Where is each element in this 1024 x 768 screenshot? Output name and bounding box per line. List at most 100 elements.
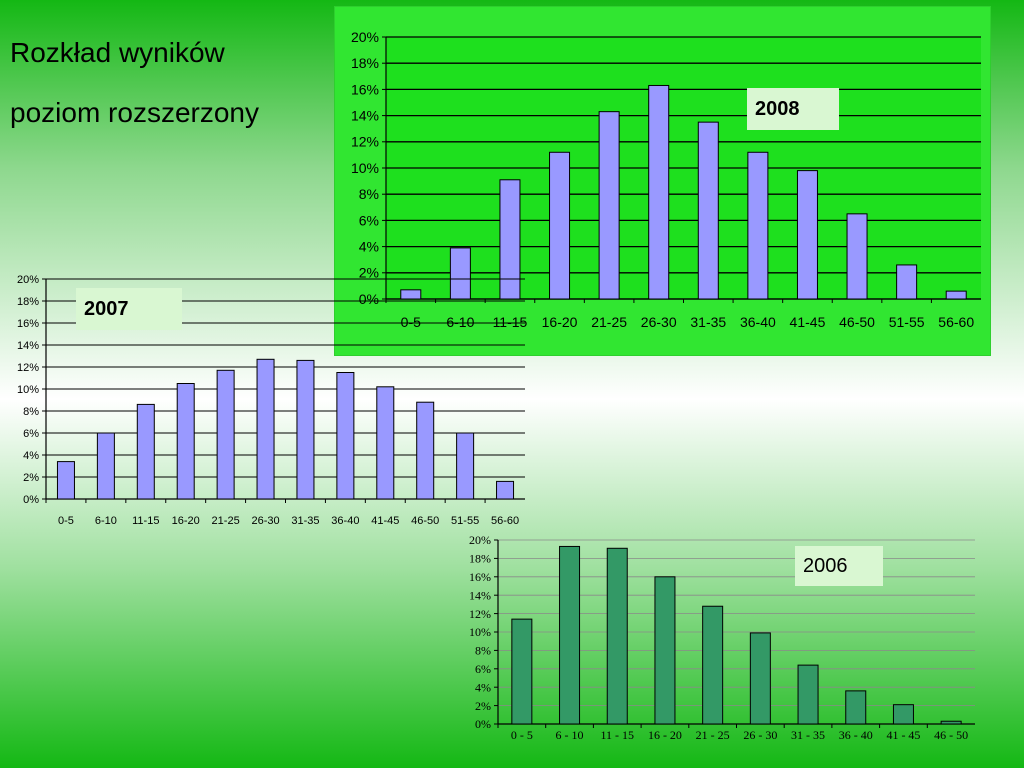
bar — [845, 690, 867, 725]
bar — [256, 358, 275, 500]
y-tick-label: 14% — [351, 108, 379, 124]
x-tick-label: 36-40 — [331, 515, 359, 527]
bar — [559, 545, 581, 725]
x-tick-label: 11 - 15 — [600, 728, 634, 742]
x-tick-label: 41 - 45 — [886, 728, 920, 742]
x-tick-label: 31 - 35 — [791, 728, 825, 742]
y-tick-label: 0% — [23, 494, 39, 506]
y-tick-label: 18% — [469, 552, 491, 566]
bar — [892, 704, 914, 725]
x-tick-label: 51-55 — [889, 314, 925, 330]
x-tick-label: 0-5 — [58, 515, 74, 527]
y-tick-label: 14% — [469, 588, 491, 602]
y-tick-label: 6% — [23, 428, 39, 440]
bar — [598, 111, 620, 300]
x-tick-label: 31-35 — [690, 314, 726, 330]
bar — [896, 264, 918, 300]
x-tick-label: 21 - 25 — [696, 728, 730, 742]
bar — [702, 605, 724, 725]
x-tick-label: 0 - 5 — [511, 728, 533, 742]
bar — [56, 461, 75, 500]
year-label-2006: 2006 — [795, 546, 883, 586]
y-tick-label: 10% — [351, 160, 379, 176]
y-tick-label: 16% — [469, 570, 491, 584]
x-tick-label: 46-50 — [839, 314, 875, 330]
y-tick-label: 20% — [351, 29, 379, 45]
y-tick-label: 6% — [475, 662, 491, 676]
x-tick-label: 6 - 10 — [556, 728, 584, 742]
y-tick-label: 6% — [359, 212, 379, 228]
x-tick-label: 46 - 50 — [934, 728, 968, 742]
y-tick-label: 2% — [475, 699, 491, 713]
bar — [216, 369, 235, 500]
x-tick-label: 56-60 — [491, 515, 519, 527]
x-tick-label: 16-20 — [542, 314, 578, 330]
chart-2006-svg: 0% 2% 4% 6% 8% 10% 12% 14% 16% 18% 20% 0 - 5 6 - 10 1… — [469, 533, 975, 742]
x-tick-label: 36-40 — [740, 314, 776, 330]
year-label-2007: 2007 — [76, 288, 182, 330]
x-tick-label: 26 - 30 — [743, 728, 777, 742]
x-tick-label: 56-60 — [938, 314, 974, 330]
bar — [400, 289, 422, 300]
bar — [449, 247, 471, 300]
x-tick-label: 46-50 — [411, 515, 439, 527]
y-tick-label: 16% — [17, 318, 39, 330]
slide-title-line-1: Rozkład wyników — [10, 37, 225, 68]
bar — [796, 170, 818, 300]
x-tick-label: 41-45 — [371, 515, 399, 527]
y-tick-label: 8% — [23, 406, 39, 418]
bar — [648, 84, 670, 300]
y-tick-label: 14% — [17, 340, 39, 352]
y-tick-label: 8% — [475, 644, 491, 658]
x-tick-label: 36 - 40 — [839, 728, 873, 742]
bar — [511, 618, 533, 725]
x-tick-label: 26-30 — [641, 314, 677, 330]
bar — [549, 151, 571, 300]
x-tick-label: 51-55 — [451, 515, 479, 527]
y-tick-label: 16% — [351, 81, 379, 97]
y-tick-label: 20% — [469, 533, 491, 547]
x-tick-label: 16 - 20 — [648, 728, 682, 742]
x-tick-label: 21-25 — [591, 314, 627, 330]
y-tick-label: 12% — [17, 362, 39, 374]
x-tick-label: 26-30 — [251, 515, 279, 527]
x-tick-label: 31-35 — [291, 515, 319, 527]
chart-2008-svg: 0% 2% 4% 6% 8% 10% 12% 14% 16% 18% 20% 0-5 6-10 11-15… — [351, 29, 981, 330]
y-tick-label: 18% — [17, 296, 39, 308]
y-tick-label: 12% — [469, 607, 491, 621]
chart-2007: 0% 2% 4% 6% 8% 10% 12% 14% 16% 18% 20% 0-5 6-10 11-15… — [0, 268, 530, 530]
x-tick-label: 16-20 — [172, 515, 200, 527]
x-tick-label: 41-45 — [790, 314, 826, 330]
bar — [176, 383, 195, 500]
bar — [940, 720, 962, 725]
bar — [654, 576, 676, 725]
chart-2007-svg: 0% 2% 4% 6% 8% 10% 12% 14% 16% 18% 20% 0-5 6-10 11-15… — [17, 274, 525, 527]
y-tick-label: 2% — [23, 472, 39, 484]
y-tick-label: 8% — [359, 186, 379, 202]
y-tick-label: 20% — [17, 274, 39, 286]
bar — [296, 359, 315, 500]
y-tick-label: 10% — [469, 625, 491, 639]
chart-2006: 0% 2% 4% 6% 8% 10% 12% 14% 16% 18% 20% 0 - 5 6 - 10 1… — [450, 533, 980, 750]
bar — [697, 121, 719, 300]
x-tick-label: 6-10 — [446, 314, 474, 330]
bar — [96, 432, 115, 500]
bar — [336, 372, 355, 500]
y-tick-label: 0% — [359, 291, 379, 307]
x-tick-label: 11-15 — [132, 515, 159, 527]
y-tick-label: 2% — [359, 265, 379, 281]
bar — [747, 151, 769, 300]
y-tick-label: 10% — [17, 384, 39, 396]
slide-title-line-2: poziom rozszerzony — [10, 97, 259, 128]
bar — [416, 401, 435, 500]
bar — [749, 632, 771, 725]
bar — [499, 179, 521, 300]
y-tick-label: 0% — [475, 717, 491, 731]
bar — [797, 664, 819, 725]
bar — [136, 403, 155, 500]
bar — [456, 432, 475, 500]
bar — [945, 290, 967, 300]
year-label-2008: 2008 — [747, 88, 839, 130]
y-tick-label: 18% — [351, 55, 379, 71]
x-tick-label: 6-10 — [95, 515, 117, 527]
